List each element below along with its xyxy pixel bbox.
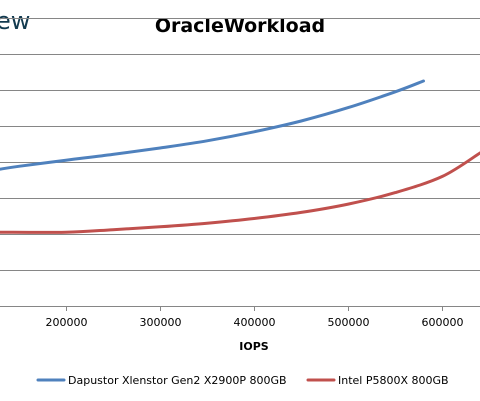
x-tick-label: 400000 — [234, 316, 276, 329]
x-tick-label: 600000 — [422, 316, 464, 329]
plot-area: 200000 300000 400000 500000 600000 — [0, 18, 480, 329]
logo-text: ew — [0, 7, 30, 35]
series-line-1 — [0, 79, 425, 171]
legend-label-1: Dapustor Xlenstor Gen2 X2900P 800GB — [68, 374, 287, 387]
x-tick-label: 500000 — [328, 316, 370, 329]
chart-title: OracleWorkload — [155, 15, 325, 37]
series-lines — [0, 79, 480, 234]
series-line-2 — [0, 151, 480, 234]
x-ticks: 200000 300000 400000 500000 600000 — [46, 306, 464, 329]
x-axis-title: IOPS — [239, 340, 269, 353]
legend: Dapustor Xlenstor Gen2 X2900P 800GB Intel… — [36, 374, 449, 387]
gridlines — [0, 18, 480, 271]
x-tick-label: 200000 — [46, 316, 88, 329]
x-tick-label: 300000 — [140, 316, 182, 329]
legend-label-2: Intel P5800X 800GB — [338, 374, 449, 387]
